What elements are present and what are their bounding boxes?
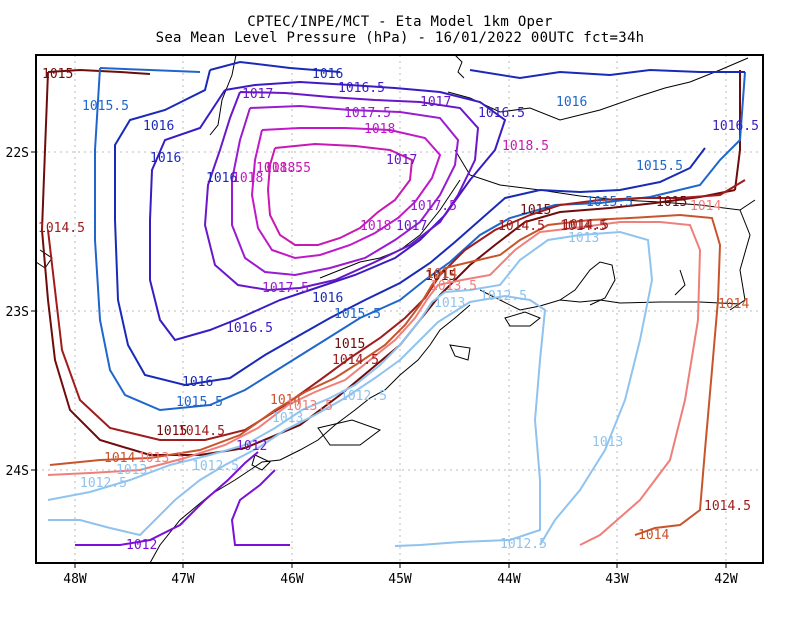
isobar-label: 1017.5: [262, 281, 309, 296]
isobar-label: 1013.5: [286, 399, 333, 414]
isobar-label: 1012: [126, 538, 157, 553]
isobar-label: 1015: [42, 67, 73, 82]
isobar-label: 1014.5: [178, 424, 225, 439]
x-tick-label: 43W: [605, 572, 629, 587]
isobar-label: 1014: [718, 297, 749, 312]
isobar-1015-5: [94, 67, 746, 412]
x-tick-label: 42W: [714, 572, 738, 587]
isobar-label: 1015: [156, 424, 187, 439]
isobar-label: 1014.5: [38, 221, 85, 236]
x-tick-label: 44W: [497, 572, 521, 587]
isobar-label: 1015: [656, 195, 687, 210]
isobar-label: 1016: [182, 375, 213, 390]
y-tick-label: 22S: [6, 146, 29, 161]
isobar-label: 1016.5: [338, 81, 385, 96]
isobar-label: 1015.5: [334, 307, 381, 322]
isobar-label: 1012.5: [80, 476, 127, 491]
map-title: CPTEC/INPE/MCT - Eta Model 1km Oper: [247, 14, 553, 30]
isobar-label: 1016: [312, 291, 343, 306]
isobar-label: 1018: [360, 219, 391, 234]
isobar-label: 1013.5: [430, 279, 477, 294]
isobar-label: 1015: [520, 203, 551, 218]
isobar-label: 1015.5: [176, 395, 223, 410]
isobar-label: 1016: [556, 95, 587, 110]
isobar-label: 1015.5: [586, 195, 633, 210]
isobar-label: 1018.5: [502, 139, 549, 154]
isobar-label: 1012.5: [192, 459, 239, 474]
isobar-label: 1017: [396, 219, 427, 234]
isobar-label: 1017.5: [344, 106, 391, 121]
isobar-1018-5: [266, 142, 414, 246]
isobar-label: 1012.5: [340, 389, 387, 404]
y-tick-label: 23S: [6, 305, 29, 320]
isobar-label: 1015.5: [636, 159, 683, 174]
isobar-label: 1014: [426, 267, 457, 282]
isobar-label: 1017: [420, 95, 451, 110]
isobar-label: 1015: [334, 337, 365, 352]
isobar-label: 1018.5: [256, 161, 303, 176]
isobar-label: 1015.5: [82, 99, 129, 114]
isobar-label: 1013: [116, 463, 147, 478]
isobar-1014: [49, 213, 722, 536]
isobar-labels: 1015 10161016.5101710171016.510161015.510…: [38, 67, 759, 553]
isobar-label: 1014.5: [332, 353, 379, 368]
x-tick-label: 47W: [171, 572, 195, 587]
isobar-1017-5: [231, 104, 460, 277]
isobar-label: 1014: [690, 199, 721, 214]
y-tick-label: 24S: [6, 464, 29, 479]
isobar-label: 1018: [232, 171, 263, 186]
isobar-1012-5: [48, 294, 547, 547]
isobar-label: 1016: [150, 151, 181, 166]
isobar-label: 1013: [272, 411, 303, 426]
isobar-label: 1014.5: [560, 219, 607, 234]
x-tick-label: 46W: [280, 572, 304, 587]
isobar-label: 1013: [592, 435, 623, 450]
isobar-label: 1014.5: [498, 219, 545, 234]
isobar-label: 1018: [364, 122, 395, 137]
x-tick-label: 45W: [388, 572, 412, 587]
isobar-label: 1012.5: [480, 289, 527, 304]
isobar-label: 1014: [638, 528, 669, 543]
isobar-label: 1013.5: [138, 451, 185, 466]
isobar-label: 1012: [236, 439, 267, 454]
isobar-label: 1014: [270, 393, 301, 408]
isobar-1013-5: [47, 221, 702, 546]
isobar-label: 1015: [425, 269, 456, 284]
isobar-label: 1012.5: [500, 537, 547, 552]
isobar-1014-5: [47, 179, 746, 441]
isobar-label: 1016.5: [478, 106, 525, 121]
isobar-label: 1017.5: [410, 199, 457, 214]
isobar-label: 1016: [143, 119, 174, 134]
x-axis-labels: 48W 47W 46W 45W 44W 43W 42W: [63, 572, 738, 587]
isobar-label: 1016: [206, 171, 237, 186]
axis-ticks: [31, 151, 727, 568]
isobar-1018: [250, 127, 442, 260]
isobar-label: 1014: [104, 451, 135, 466]
isobar-label: 1018.5: [264, 161, 311, 176]
isobar-label: 1016: [312, 67, 343, 82]
isobar-label: 1013: [568, 231, 599, 246]
isobar-label: 1017: [386, 153, 417, 168]
x-tick-label: 48W: [63, 572, 87, 587]
isobar-label: 1014.5: [562, 218, 609, 233]
isobar-label: 1017: [242, 87, 273, 102]
isobar-1013: [47, 230, 654, 546]
isobar-label: 1016.5: [712, 119, 759, 134]
isobar-1016-5: [149, 80, 507, 342]
isobar-label: 1016.5: [226, 321, 273, 336]
y-axis-labels: 22S 23S 24S: [6, 146, 29, 479]
isobar-lines: [40, 60, 746, 547]
isobar-label: 1014.5: [704, 499, 751, 514]
isobar-1017: [203, 91, 480, 292]
coastline: [35, 54, 756, 564]
isobar-1012: [75, 451, 290, 546]
isobar-label: 1013: [434, 296, 465, 311]
map-subtitle: Sea Mean Level Pressure (hPa) - 16/01/20…: [155, 30, 645, 46]
isobar-1016: [114, 60, 745, 387]
